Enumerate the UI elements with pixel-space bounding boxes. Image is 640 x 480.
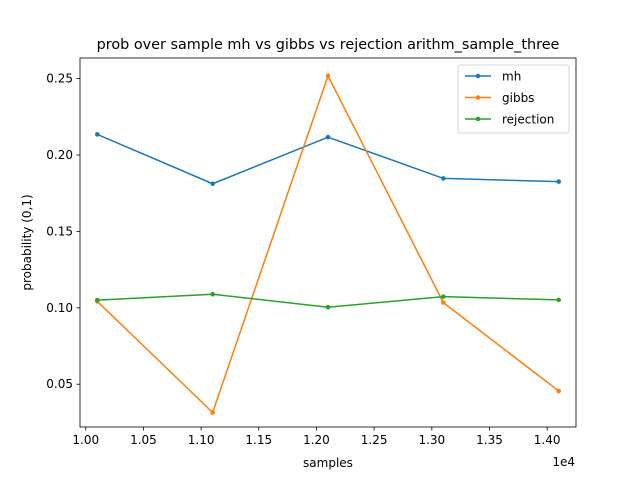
- data-point-mh: [556, 179, 561, 184]
- x-tick-label: 1.35: [476, 433, 503, 447]
- x-tick-label: 1.05: [130, 433, 157, 447]
- data-point-rejection: [325, 304, 331, 310]
- x-tick-label: 1.40: [534, 433, 561, 447]
- legend: mh gibbs rejection: [457, 64, 570, 134]
- x-tick-label: 1.10: [188, 433, 215, 447]
- data-point-mh: [441, 176, 446, 181]
- data-point-rejection: [441, 294, 446, 299]
- y-tick-label: 0.05: [46, 377, 73, 391]
- legend-label-mh: mh: [502, 70, 521, 84]
- x-axis-offset-label: 1e4: [552, 455, 575, 469]
- data-point-gibbs: [325, 73, 331, 79]
- data-point-gibbs: [556, 388, 561, 394]
- plot-frame: [79, 57, 577, 428]
- x-tick-label: 1.15: [245, 433, 272, 447]
- x-tick-label: 1.20: [303, 433, 330, 447]
- legend-label-rejection: rejection: [502, 113, 554, 127]
- y-tick-label: 0.20: [46, 148, 73, 162]
- data-point-mh: [325, 134, 331, 140]
- legend-label-gibbs: gibbs: [502, 91, 534, 105]
- data-point-rejection: [556, 297, 561, 303]
- legend-marker-mh: [475, 73, 481, 79]
- y-tick-label: 0.15: [46, 224, 73, 238]
- legend-marker-rejection: [475, 116, 481, 122]
- data-point-gibbs: [210, 410, 215, 415]
- series-layer: [95, 73, 561, 415]
- y-tick-label: 0.10: [46, 301, 73, 315]
- chart-title: prob over sample mh vs gibbs vs rejectio…: [97, 37, 560, 53]
- y-tick-label: 0.25: [46, 72, 73, 86]
- x-tick-label: 1.25: [361, 433, 388, 447]
- y-axis-ticks: 0.05 0.10 0.15 0.20 0.25: [46, 72, 80, 391]
- y-axis-label: probability (0,1): [20, 194, 34, 290]
- legend-box: [457, 64, 570, 134]
- data-point-mh: [95, 132, 100, 137]
- x-tick-label: 1.00: [72, 433, 99, 447]
- legend-marker-gibbs: [475, 95, 481, 100]
- x-axis-label: samples: [303, 456, 353, 470]
- data-point-gibbs: [441, 300, 446, 305]
- data-point-rejection: [210, 291, 215, 297]
- x-tick-label: 1.30: [418, 433, 445, 447]
- data-point-mh: [210, 181, 215, 187]
- data-point-rejection: [95, 297, 100, 303]
- x-axis-ticks: 1.00 1.05 1.10 1.15 1.20 1.25 1.30 1.35 1.40: [72, 427, 561, 447]
